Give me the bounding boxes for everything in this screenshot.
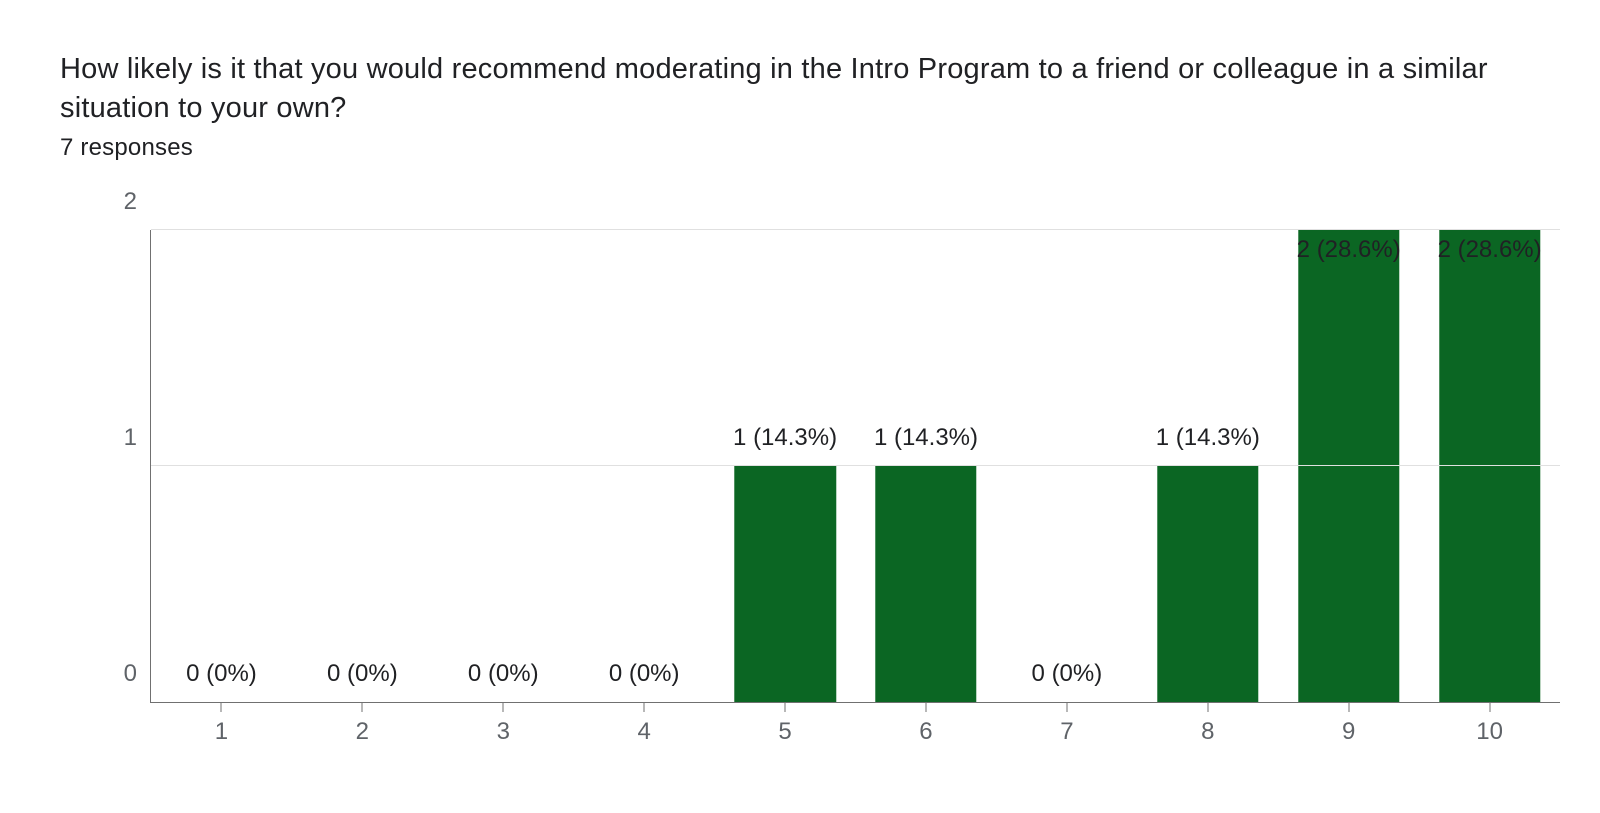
bar — [1439, 230, 1540, 702]
bar-slot: 51 (14.3%) — [715, 230, 856, 702]
value-label: 2 (28.6%) — [1438, 236, 1542, 264]
bar-slot: 30 (0%) — [433, 230, 574, 702]
bar-slot: 40 (0%) — [574, 230, 715, 702]
value-label: 1 (14.3%) — [733, 424, 837, 452]
value-label: 2 (28.6%) — [1297, 236, 1401, 264]
bars-container: 10 (0%)20 (0%)30 (0%)40 (0%)51 (14.3%)61… — [151, 230, 1560, 702]
bar-slot: 70 (0%) — [996, 230, 1137, 702]
bar-slot: 81 (14.3%) — [1137, 230, 1278, 702]
chart-title: How likely is it that you would recommen… — [60, 50, 1540, 128]
gridline — [151, 229, 1560, 230]
x-axis-label: 10 — [1476, 702, 1503, 746]
value-label: 0 (0%) — [468, 660, 539, 688]
gridline — [151, 465, 1560, 466]
bar-slot: 61 (14.3%) — [856, 230, 997, 702]
x-axis-label: 6 — [919, 702, 932, 746]
x-axis-label: 7 — [1060, 702, 1073, 746]
bar — [1157, 466, 1258, 702]
y-axis-label: 1 — [124, 424, 151, 452]
y-axis-label: 0 — [124, 660, 151, 688]
bar — [734, 466, 835, 702]
value-label: 0 (0%) — [609, 660, 680, 688]
plot-area: 10 (0%)20 (0%)30 (0%)40 (0%)51 (14.3%)61… — [150, 230, 1560, 703]
x-axis-label: 2 — [356, 702, 369, 746]
response-count: 7 responses — [60, 134, 1540, 162]
x-axis-label: 5 — [778, 702, 791, 746]
value-label: 0 (0%) — [1032, 660, 1103, 688]
chart-card: How likely is it that you would recommen… — [0, 0, 1600, 813]
bar-slot: 102 (28.6%) — [1419, 230, 1560, 702]
bar-chart: 10 (0%)20 (0%)30 (0%)40 (0%)51 (14.3%)61… — [80, 230, 1560, 753]
x-axis-label: 4 — [637, 702, 650, 746]
bar-slot: 10 (0%) — [151, 230, 292, 702]
bar-slot: 92 (28.6%) — [1278, 230, 1419, 702]
bar — [875, 466, 976, 702]
x-axis-label: 1 — [215, 702, 228, 746]
value-label: 1 (14.3%) — [1156, 424, 1260, 452]
value-label: 1 (14.3%) — [874, 424, 978, 452]
bar-slot: 20 (0%) — [292, 230, 433, 702]
x-axis-label: 8 — [1201, 702, 1214, 746]
y-axis-label: 2 — [124, 188, 151, 216]
value-label: 0 (0%) — [186, 660, 257, 688]
value-label: 0 (0%) — [327, 660, 398, 688]
x-axis-label: 3 — [497, 702, 510, 746]
bar — [1298, 230, 1399, 702]
x-axis-label: 9 — [1342, 702, 1355, 746]
